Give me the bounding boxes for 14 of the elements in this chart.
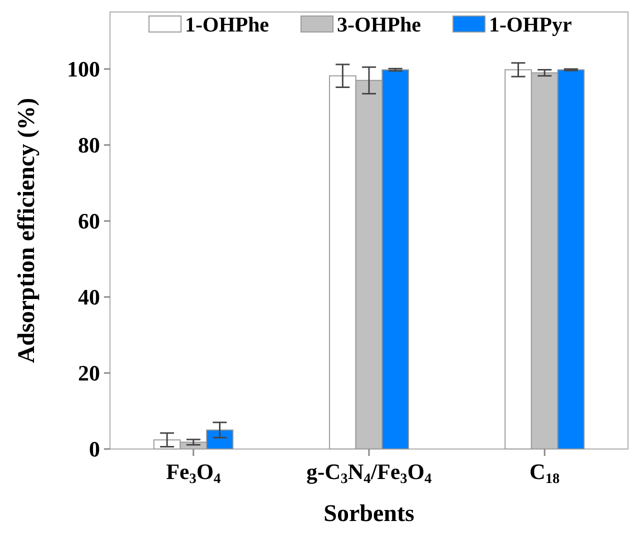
y-tick-label: 80 (78, 132, 100, 158)
x-tick-label: g-C$_{3}$N$_{4}$/Fe$_{3}$O$_{4}$ (306, 459, 432, 486)
x-axis-title: Sorbents (324, 501, 414, 527)
x-tick-label: Fe$_{3}$O$_{4}$ (166, 459, 221, 486)
y-tick-label: 60 (78, 208, 100, 234)
legend-label: 1-OHPyr (489, 12, 572, 36)
y-tick-label: 20 (78, 360, 100, 386)
y-axis-title: Adsorption efficiency (%) (14, 98, 40, 364)
x-tick-label: C$_{18}$ (530, 459, 560, 486)
y-tick-label: 0 (89, 436, 100, 462)
y-tick-label: 40 (78, 284, 100, 310)
legend-label: 3-OHPhe (337, 12, 421, 36)
legend-label: 1-OHPhe (185, 12, 269, 36)
y-tick-label: 100 (67, 56, 100, 82)
